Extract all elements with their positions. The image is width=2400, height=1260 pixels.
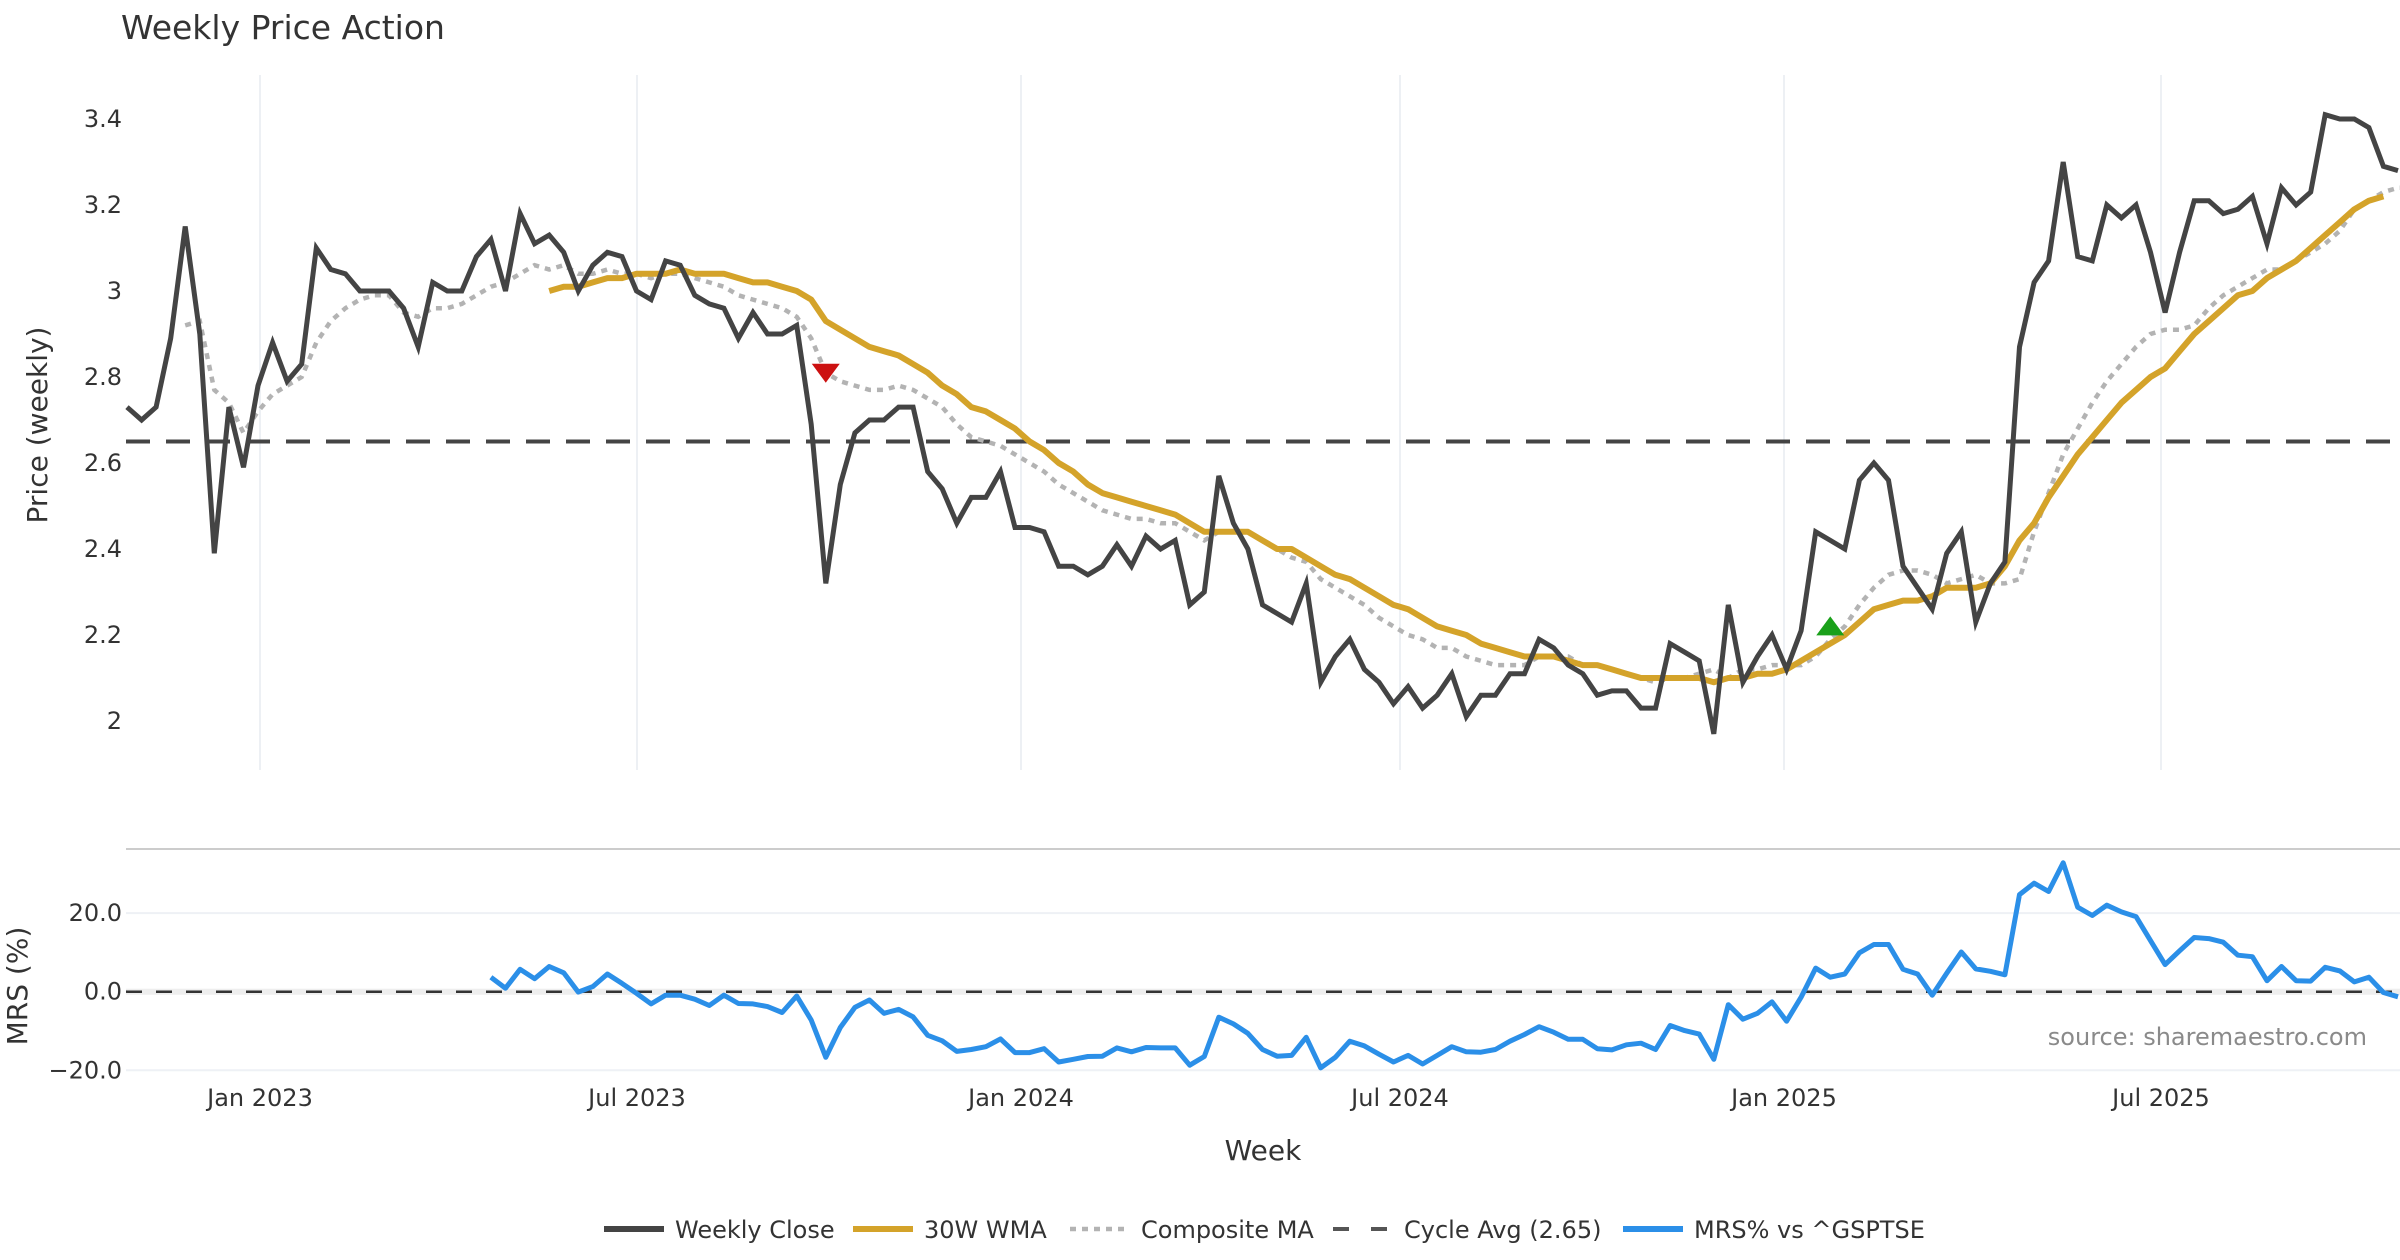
legend-label: Composite MA (1141, 1216, 1314, 1244)
mrs-line (489, 860, 2399, 1071)
legend-item: Composite MA (1070, 1216, 1314, 1244)
legend-item: MRS% vs ^GSPTSE (1623, 1216, 1925, 1244)
top-y-tick-label: 2.2 (84, 621, 122, 649)
composite-ma-line (184, 185, 2400, 685)
top-y-tick-label: 2 (107, 707, 122, 735)
source-annotation: source: sharemaestro.com (2048, 1023, 2367, 1051)
top-panel-y-ticks: 3.4 3.2 3 2.8 2.6 2.4 2.2 2 (84, 105, 122, 735)
top-y-tick-label: 2.6 (84, 449, 122, 477)
legend: Weekly Close 30W WMA Composite MA Cycle Avg… (604, 1216, 1925, 1244)
top-panel-y-axis-title: Price (weekly) (21, 327, 54, 524)
legend-item: 30W WMA (853, 1216, 1047, 1244)
top-y-tick-label: 3.2 (84, 191, 122, 219)
top-y-tick-label: 2.4 (84, 535, 122, 563)
x-axis-title: Week (1225, 1134, 1302, 1167)
sell-signal-marker (811, 363, 840, 383)
bottom-y-tick-label: −20.0 (48, 1056, 122, 1084)
x-tick-label: Jul 2024 (1349, 1084, 1449, 1112)
top-panel-gridlines (259, 75, 2162, 770)
legend-item: Cycle Avg (2.65) (1333, 1216, 1601, 1244)
bottom-y-tick-label: 20.0 (69, 899, 122, 927)
chart-title: Weekly Price Action (121, 8, 445, 47)
x-axis-ticks: Jan 2023 Jul 2023 Jan 2024 Jul 2024 Jan 2025… (205, 1084, 2210, 1112)
x-tick-label: Jan 2024 (966, 1084, 1074, 1112)
legend-label: MRS% vs ^GSPTSE (1694, 1216, 1925, 1244)
x-tick-label: Jul 2025 (2110, 1084, 2210, 1112)
wma-30w-line (548, 193, 2385, 686)
legend-item: Weekly Close (604, 1216, 835, 1244)
top-y-tick-label: 3.4 (84, 105, 122, 133)
buy-signal-marker (1816, 616, 1845, 636)
weekly-close-line (125, 111, 2399, 735)
top-y-tick-label: 2.8 (84, 363, 122, 391)
legend-label: 30W WMA (924, 1216, 1047, 1244)
signal-markers (811, 363, 1845, 636)
x-tick-label: Jul 2023 (586, 1084, 686, 1112)
x-tick-label: Jan 2023 (205, 1084, 313, 1112)
bottom-panel-y-ticks: 20.0 0.0 −20.0 (48, 899, 122, 1084)
x-tick-label: Jan 2025 (1729, 1084, 1837, 1112)
bottom-y-tick-label: 0.0 (84, 978, 122, 1006)
bottom-panel-y-axis-title: MRS (%) (1, 927, 34, 1046)
legend-label: Cycle Avg (2.65) (1404, 1216, 1601, 1244)
top-y-tick-label: 3 (107, 277, 122, 305)
legend-label: Weekly Close (675, 1216, 835, 1244)
